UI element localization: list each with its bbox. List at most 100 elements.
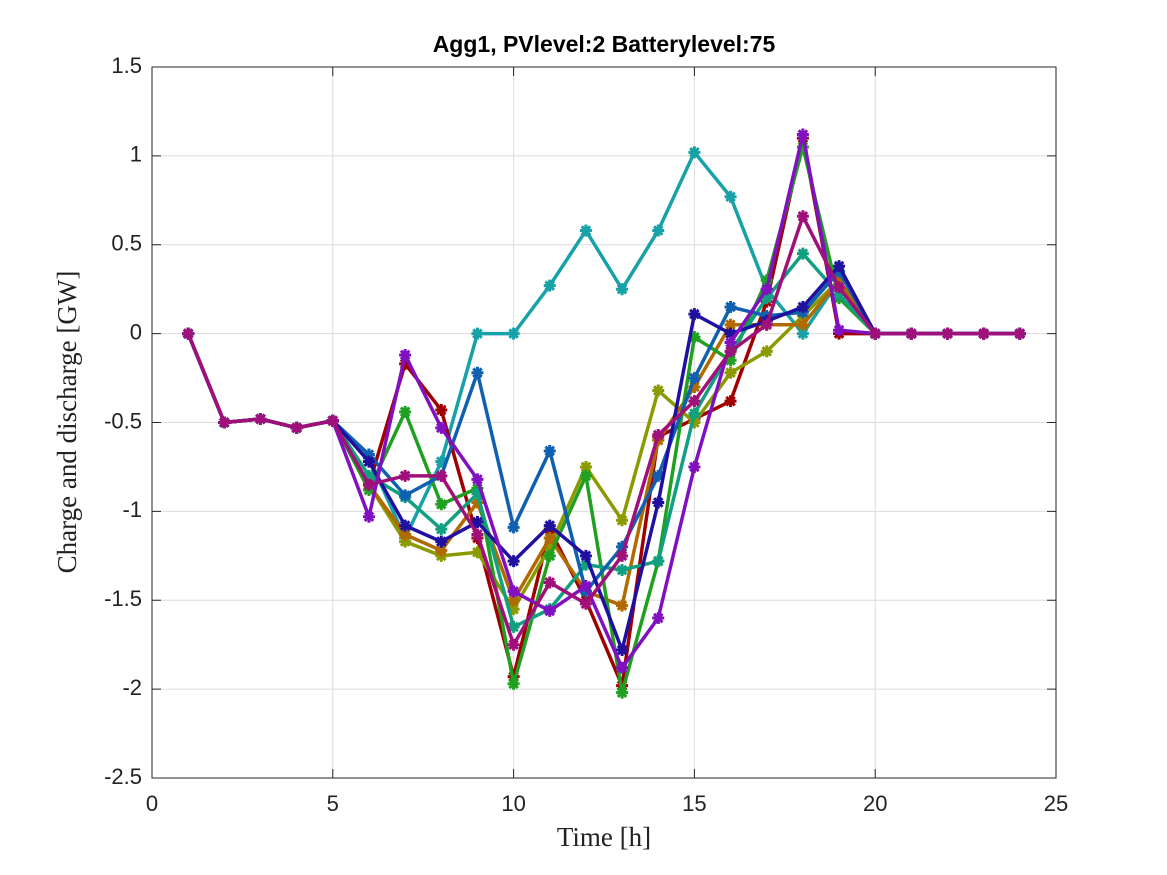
marker: [435, 421, 448, 434]
y-tick-label: -1: [122, 497, 142, 522]
marker: [652, 612, 665, 625]
marker: [579, 580, 592, 593]
marker: [399, 405, 412, 418]
marker: [399, 519, 412, 532]
x-tick-label: 10: [501, 791, 525, 816]
series-line: [186, 278, 1020, 611]
marker: [977, 327, 990, 340]
series: [182, 146, 1026, 545]
marker: [796, 327, 809, 340]
marker: [688, 395, 701, 408]
marker: [507, 594, 520, 607]
y-tick-label: -2.5: [104, 764, 142, 789]
marker: [616, 283, 629, 296]
marker: [543, 444, 556, 457]
marker: [724, 366, 737, 379]
marker: [616, 514, 629, 527]
marker: [507, 620, 520, 633]
marker: [833, 288, 846, 301]
y-tick-label: -0.5: [104, 408, 142, 433]
marker: [543, 532, 556, 545]
x-tick-label: 5: [327, 791, 339, 816]
series-line: [186, 278, 1020, 608]
marker: [724, 395, 737, 408]
marker: [724, 336, 737, 349]
series-line: [186, 269, 1020, 594]
marker: [688, 380, 701, 393]
marker: [399, 528, 412, 541]
series-line: [186, 214, 1020, 647]
marker: [471, 516, 484, 529]
marker: [435, 523, 448, 536]
marker: [507, 677, 520, 690]
marker: [652, 555, 665, 568]
marker: [616, 540, 629, 553]
marker: [652, 496, 665, 509]
marker: [471, 487, 484, 500]
marker: [688, 407, 701, 420]
marker: [760, 292, 773, 305]
marker: [471, 496, 484, 509]
marker: [905, 327, 918, 340]
marker: [652, 428, 665, 441]
x-tick-label: 20: [863, 791, 887, 816]
marker: [507, 585, 520, 598]
marker: [796, 140, 809, 153]
marker: [796, 247, 809, 260]
y-tick-label: 0.5: [111, 231, 142, 256]
series-line: [186, 150, 1020, 540]
marker: [435, 535, 448, 548]
marker: [507, 603, 520, 616]
marker: [616, 549, 629, 562]
marker: [724, 300, 737, 313]
y-tick-label: 0: [130, 319, 142, 344]
marker: [471, 546, 484, 559]
y-tick-label: -1.5: [104, 586, 142, 611]
marker: [435, 498, 448, 511]
y-tick-label: -2: [122, 675, 142, 700]
y-axis-label: Charge and discharge [GW]: [52, 271, 82, 574]
marker: [616, 599, 629, 612]
plot-frame: [151, 66, 1057, 779]
marker: [579, 549, 592, 562]
marker: [362, 469, 375, 482]
marker: [435, 455, 448, 468]
marker: [760, 274, 773, 287]
marker: [579, 224, 592, 237]
marker: [399, 357, 412, 370]
marker: [688, 372, 701, 385]
marker: [579, 460, 592, 473]
marker: [1013, 327, 1026, 340]
marker: [833, 281, 846, 294]
series: [182, 210, 1026, 651]
marker: [579, 597, 592, 610]
marker: [688, 146, 701, 159]
marker: [507, 638, 520, 651]
marker: [941, 327, 954, 340]
marker: [182, 327, 195, 340]
y-tick-label: 1.5: [111, 53, 142, 78]
marker: [796, 210, 809, 223]
marker: [435, 404, 448, 417]
marker: [507, 555, 520, 568]
marker: [579, 558, 592, 571]
marker: [796, 300, 809, 313]
marker: [543, 549, 556, 562]
marker: [399, 469, 412, 482]
marker: [507, 327, 520, 340]
marker: [616, 686, 629, 699]
marker: [254, 412, 267, 425]
marker: [616, 564, 629, 577]
x-axis-label: Time [h]: [557, 822, 651, 852]
x-tick-label: 0: [146, 791, 158, 816]
chart-title: Agg1, PVlevel:2 Batterylevel:75: [433, 31, 776, 57]
marker: [543, 279, 556, 292]
y-tick-label: 1: [130, 142, 142, 167]
marker: [435, 544, 448, 557]
marker: [724, 190, 737, 203]
marker: [616, 644, 629, 657]
marker: [688, 460, 701, 473]
marker: [471, 366, 484, 379]
marker: [326, 414, 339, 427]
